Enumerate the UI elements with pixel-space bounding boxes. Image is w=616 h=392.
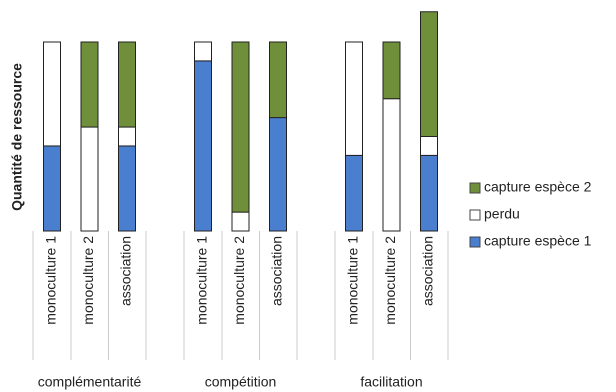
x-tick-label: monoculture 1 xyxy=(194,236,210,325)
y-axis-label: Quantité de ressource xyxy=(9,63,25,211)
bar-segment xyxy=(345,41,363,156)
bar-segment xyxy=(269,117,287,232)
legend-swatch xyxy=(469,236,481,248)
x-tick-label: association xyxy=(269,236,285,306)
bar-segment xyxy=(43,41,61,147)
x-tick-label: association xyxy=(420,236,436,306)
bar-segment xyxy=(269,41,287,119)
legend-swatch xyxy=(469,182,481,194)
x-tick-label: monoculture 2 xyxy=(231,236,247,325)
group-label: complémentarité xyxy=(38,374,142,390)
bar-segment xyxy=(194,41,212,62)
bar-segment xyxy=(118,145,136,232)
group-label: compétition xyxy=(205,374,277,390)
bar-segment xyxy=(80,126,99,232)
x-tick-label: monoculture 1 xyxy=(43,236,59,325)
bar-segment xyxy=(43,145,61,232)
bar-segment xyxy=(194,60,212,232)
legend-label: perdu xyxy=(484,206,520,222)
legend-label: capture espèce 1 xyxy=(484,233,592,249)
x-tick-label: association xyxy=(118,236,134,306)
x-tick-label: monoculture 1 xyxy=(345,236,361,325)
bar-segment xyxy=(118,41,136,128)
legend-swatch xyxy=(469,209,481,221)
bar-segment xyxy=(420,11,438,137)
group-label: facilitation xyxy=(360,374,422,390)
bar-segment xyxy=(231,211,250,232)
legend-label: capture espèce 2 xyxy=(484,179,592,195)
bar-segment xyxy=(345,154,363,232)
x-tick-label: monoculture 2 xyxy=(80,236,96,325)
bar-segment xyxy=(420,136,438,156)
bar-segment xyxy=(382,98,401,232)
bar-segment xyxy=(231,41,250,213)
bar-segment xyxy=(118,126,136,147)
bar-segment xyxy=(80,41,99,128)
bar-segment xyxy=(420,154,438,232)
x-tick-label: monoculture 2 xyxy=(382,236,398,325)
bar-segment xyxy=(382,41,401,100)
